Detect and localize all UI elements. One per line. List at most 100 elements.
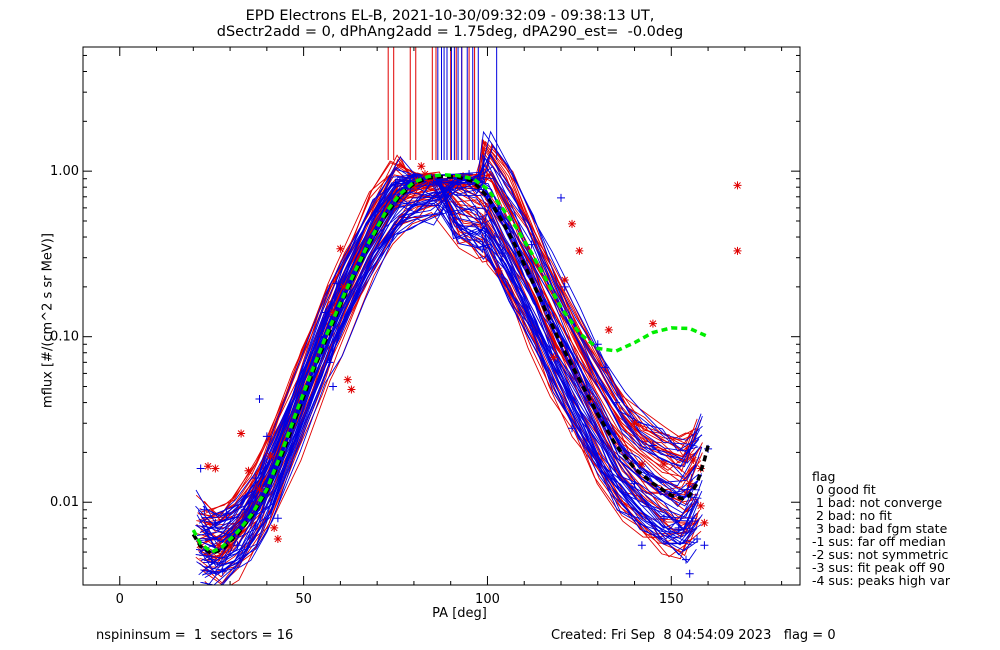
red-sector-trace (202, 199, 699, 573)
blue-data-point (601, 363, 610, 372)
blue-sector-trace (195, 202, 698, 559)
blue-sector-trace (197, 191, 703, 568)
legend-item: -3 sus: fit peak off 90 (812, 560, 945, 575)
legend-title: flag (812, 469, 836, 484)
blue-data-point (398, 174, 407, 183)
y-tick-label: 0.10 (50, 330, 79, 345)
blue-sector-trace (196, 174, 696, 544)
blue-data-point (557, 193, 565, 202)
blue-data-point (659, 514, 668, 523)
red-data-point (237, 429, 246, 438)
plot-frame (82, 46, 801, 586)
red-data-point (329, 308, 338, 317)
blue-data-point (674, 523, 683, 532)
red-data-point (733, 181, 742, 190)
blue-data-point (240, 505, 249, 514)
green-fit-curve (191, 173, 709, 555)
blue-data-point (329, 382, 338, 391)
x-tick-label: 50 (295, 592, 312, 607)
red-data-point (659, 460, 668, 469)
x-axis-label: PA [deg] (432, 606, 487, 621)
red-data-point (417, 162, 426, 171)
red-data-point (549, 353, 558, 362)
red-data-point (273, 534, 282, 543)
blue-data-point (325, 358, 334, 367)
axis-layer: 0 50 100 150 0.01 0.10 1.00 (50, 46, 801, 607)
blue-data-point (490, 233, 499, 242)
x-tick-label: 100 (475, 592, 500, 607)
blue-data-point (204, 529, 213, 538)
red-sector-trace (195, 211, 699, 578)
blue-data-point (207, 555, 216, 564)
red-data-point (630, 419, 639, 428)
blue-data-point (273, 514, 282, 523)
blue-data-point (700, 541, 709, 550)
blue-data-point (476, 174, 485, 183)
red-data-point (648, 319, 657, 328)
red-data-point (685, 479, 694, 488)
legend-item: 3 bad: bad fgm state (812, 521, 948, 536)
blue-data-point (218, 567, 227, 576)
blue-data-point (568, 424, 577, 433)
blue-sector-trace (195, 153, 699, 552)
blue-sector-trace (202, 177, 699, 551)
blue-data-point (222, 509, 231, 518)
red-data-point (575, 246, 584, 255)
blue-data-point (255, 395, 264, 404)
y-axis-label: mflux [#/(cm^2 s sr MeV)] (40, 233, 56, 408)
red-data-point (340, 282, 349, 291)
red-data-point (343, 375, 352, 384)
blue-sector-trace (205, 178, 699, 543)
red-data-point (604, 325, 613, 334)
y-tick-label: 1.00 (50, 164, 79, 179)
red-data-point (211, 464, 220, 473)
legend-item: -4 sus: peaks high var (812, 573, 951, 588)
blue-sector-trace (199, 207, 694, 576)
blue-data-point (318, 332, 326, 341)
blue-sector-trace (199, 175, 703, 567)
x-tick-label: 150 (659, 592, 684, 607)
blue-data-point (332, 279, 341, 288)
red-data-point (409, 183, 418, 192)
chart-title-line2: dSectr2add = 0, dPhAng2add = 1.75deg, dP… (216, 24, 684, 40)
red-data-point (637, 460, 646, 469)
blue-data-point (196, 464, 205, 473)
blue-data-point (648, 441, 657, 450)
blue-data-point (200, 505, 209, 514)
red-data-point (347, 385, 356, 394)
blue-data-point (685, 569, 694, 578)
blue-data-point (693, 534, 702, 543)
red-data-point (204, 462, 213, 471)
red-data-point (336, 244, 345, 253)
red-data-point (733, 246, 742, 255)
blue-sector-trace (202, 186, 703, 563)
blue-data-point (409, 172, 418, 181)
legend-item: 0 good fit (812, 482, 876, 497)
blue-data-point (229, 584, 231, 585)
red-sector-trace (205, 162, 694, 534)
red-data-point (215, 541, 224, 550)
blue-data-point (321, 308, 330, 317)
red-data-point (255, 485, 264, 494)
footer-created: Created: Fri Sep 8 04:54:09 2023 flag = … (551, 628, 836, 643)
blue-data-point (560, 282, 569, 291)
legend-item: 2 bad: no fit (812, 508, 892, 523)
red-data-point (568, 219, 577, 228)
blue-data-point (527, 240, 536, 249)
red-data-point (696, 501, 705, 510)
blue-data-point (498, 249, 507, 258)
blue-data-point (630, 479, 639, 488)
blue-sector-trace (202, 182, 699, 571)
blue-sector-trace (198, 156, 697, 530)
blue-sector-trace (207, 204, 693, 585)
footer-info: nspininsum = 1 sectors = 16 (96, 628, 294, 643)
chart-title-line1: EPD Electrons EL-B, 2021-10-30/09:32:09 … (245, 8, 655, 24)
blue-data-point (637, 541, 646, 550)
blue-data-point (262, 432, 271, 441)
blue-sector-trace (201, 175, 696, 546)
red-data-point (700, 518, 709, 527)
x-tick-label: 0 (116, 592, 124, 607)
legend-item: -1 sus: far off median (812, 534, 946, 549)
blue-sector-trace (196, 176, 700, 574)
